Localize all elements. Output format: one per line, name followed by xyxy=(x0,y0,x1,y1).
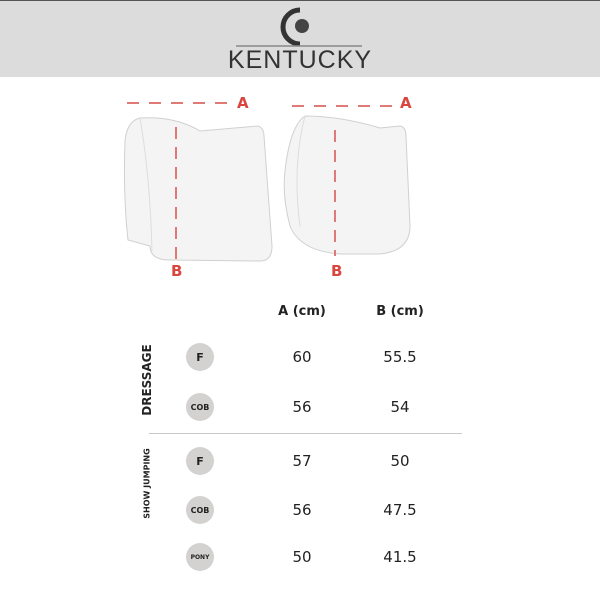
value-a: 50 xyxy=(292,548,312,566)
value-b: 41.5 xyxy=(383,548,417,566)
value-b: 50 xyxy=(390,452,410,470)
dressage-b-label: B xyxy=(171,262,183,280)
size-badge: COB xyxy=(186,496,214,524)
saddle-pad-diagram: A B A B xyxy=(0,76,600,296)
value-b: 54 xyxy=(390,398,410,416)
group-divider xyxy=(149,433,462,434)
value-a: 56 xyxy=(292,501,312,519)
size-badge: PONY xyxy=(186,543,214,571)
column-header-b: B (cm) xyxy=(376,304,424,319)
value-a: 56 xyxy=(292,398,312,416)
kentucky-logo-icon xyxy=(236,7,362,47)
dressage-pad-image xyxy=(123,117,273,262)
size-badge: F xyxy=(186,343,214,371)
size-badge: COB xyxy=(186,393,214,421)
brand-header: KENTUCKY xyxy=(0,0,600,77)
value-b: 47.5 xyxy=(383,501,417,519)
jumping-a-label: A xyxy=(400,94,412,112)
group-label-show-jumping: SHOW JUMPING xyxy=(142,448,152,519)
size-badge: F xyxy=(186,447,214,475)
group-label-dressage: DRESSAGE xyxy=(140,344,154,416)
value-b: 55.5 xyxy=(383,348,417,366)
value-a: 60 xyxy=(292,348,312,366)
column-header-a: A (cm) xyxy=(278,304,326,319)
value-a: 57 xyxy=(292,452,312,470)
dressage-a-label: A xyxy=(237,94,249,112)
jumping-b-label: B xyxy=(331,262,343,280)
brand-name: KENTUCKY xyxy=(227,46,373,74)
jumping-pad-image xyxy=(283,115,411,255)
